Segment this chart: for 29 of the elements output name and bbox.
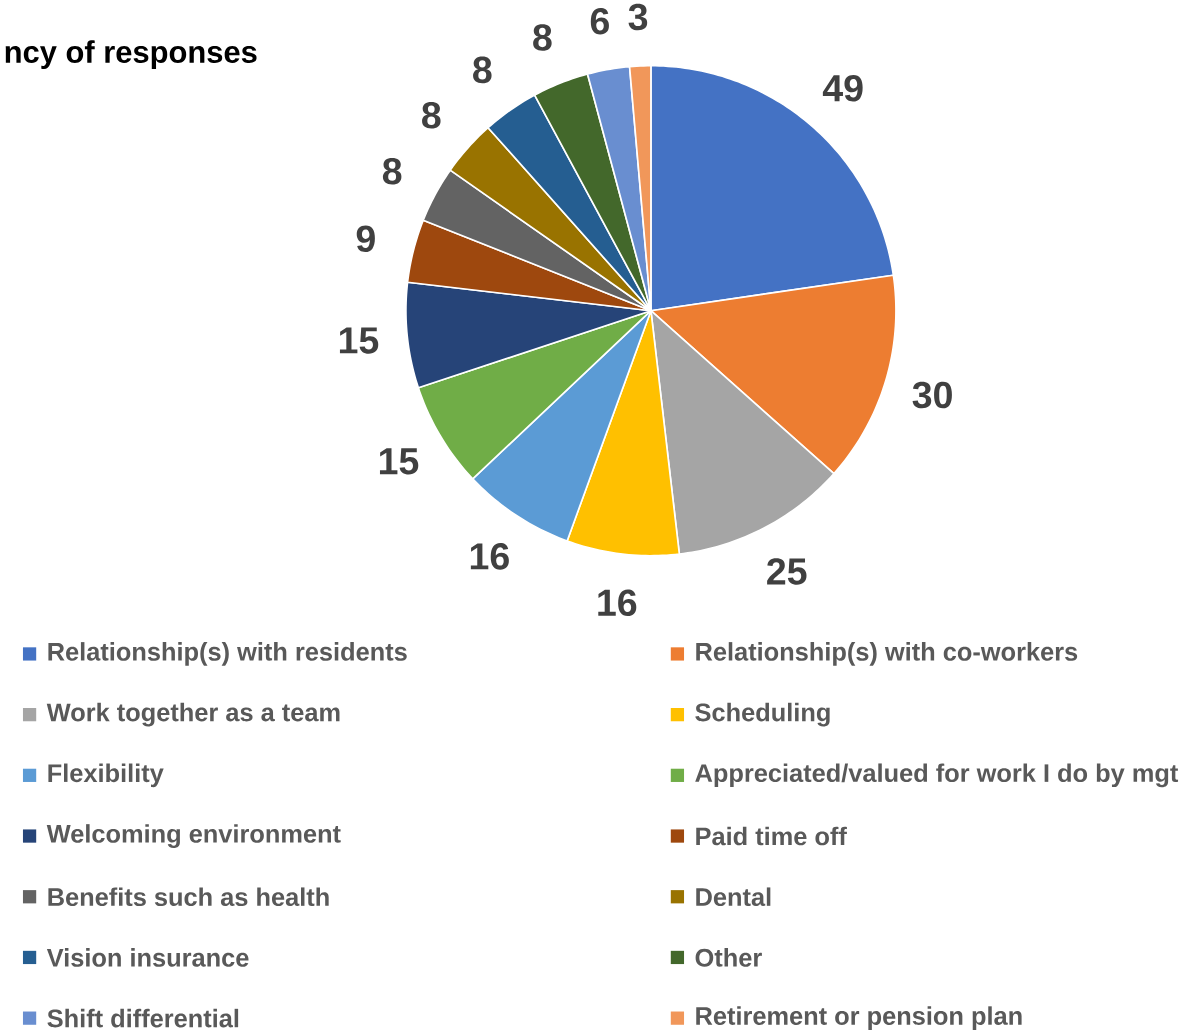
- legend-label: Vision insurance: [46, 948, 249, 967]
- legend-label: Scheduling: [695, 702, 830, 727]
- data-label: 6: [590, 8, 609, 35]
- data-label: 8: [382, 158, 402, 185]
- data-label: 49: [822, 75, 863, 102]
- data-label: 8: [533, 24, 552, 51]
- data-label: 15: [339, 327, 379, 354]
- data-label: 15: [379, 448, 419, 475]
- data-label: 30: [912, 381, 952, 409]
- legend-label: Retirement or pension plan: [696, 1006, 1022, 1031]
- data-label: 8: [422, 102, 441, 129]
- legend-label: Dental: [696, 887, 771, 907]
- data-label: 3: [628, 3, 648, 31]
- legend-label: Flexibility: [48, 763, 164, 788]
- legend-label: Work together as a team: [46, 702, 340, 727]
- legend-label: Relationship(s) with co-workers: [696, 642, 1078, 666]
- data-label: 8: [473, 56, 492, 84]
- legend-label: Other: [695, 948, 762, 967]
- data-label: 9: [356, 225, 375, 253]
- legend-label: Appreciated/valued for work I do by mgt: [695, 763, 1179, 788]
- legend-label: Welcoming environment: [46, 824, 341, 849]
- data-label: 25: [767, 558, 807, 585]
- text: ncy of responses: [5, 40, 257, 70]
- legend-label: Benefits such as health: [48, 887, 329, 907]
- data-label: 16: [598, 589, 637, 617]
- legend-label: Shift differential: [47, 1008, 239, 1028]
- legend-label: Paid time off: [696, 826, 847, 846]
- legend-label: Relationship(s) with residents: [48, 642, 407, 666]
- data-label: 16: [470, 543, 509, 570]
